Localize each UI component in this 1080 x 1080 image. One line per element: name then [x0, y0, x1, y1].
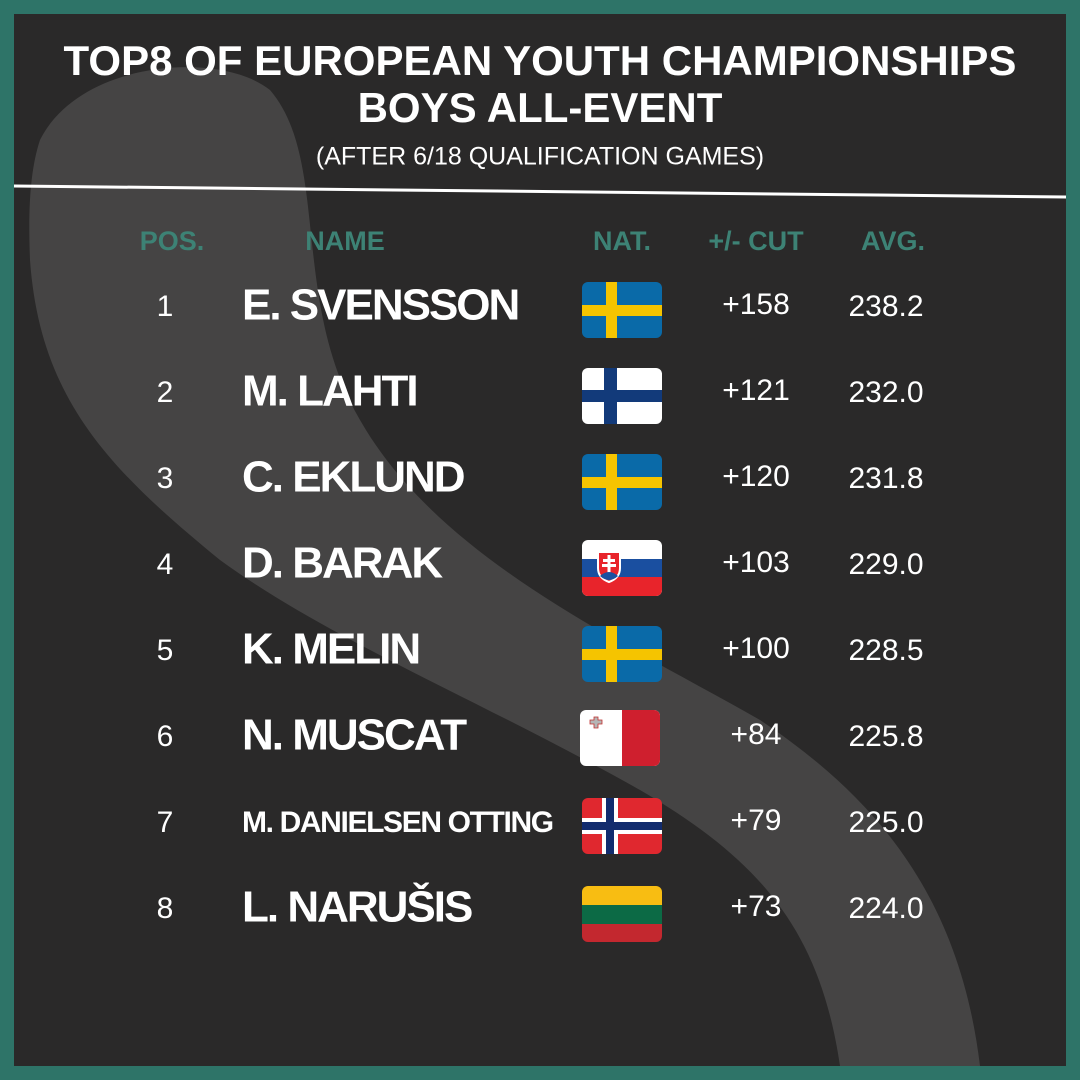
cut-difference: +103 — [722, 546, 790, 579]
position: 2 — [157, 376, 174, 409]
flag — [582, 626, 662, 682]
average: 225.0 — [848, 806, 923, 839]
subtitle: (AFTER 6/18 QUALIFICATION GAMES) — [316, 143, 764, 171]
title-line: BOYS ALL-EVENT — [358, 84, 723, 131]
column-header: NAT. — [593, 226, 651, 256]
flag — [582, 798, 662, 854]
column-header: AVG. — [861, 226, 925, 256]
cut-difference: +158 — [722, 288, 790, 321]
cut-difference: +73 — [731, 890, 782, 923]
column-header: POS. — [140, 226, 205, 256]
divider — [13, 184, 1067, 199]
player-name: M. LAHTI — [242, 367, 417, 416]
average: 232.0 — [848, 376, 923, 409]
player-name: E. SVENSSON — [242, 281, 518, 330]
flag — [582, 368, 662, 424]
player-name: M. DANIELSEN OTTING — [242, 806, 553, 839]
average: 231.8 — [848, 462, 923, 495]
flag — [582, 282, 662, 338]
flag — [580, 710, 662, 770]
average: 225.8 — [848, 720, 923, 753]
flag — [582, 540, 662, 596]
player-name: L. NARUŠIS — [242, 881, 472, 932]
cut-difference: +100 — [722, 632, 790, 665]
flag — [582, 886, 662, 942]
position: 4 — [157, 548, 174, 581]
position: 6 — [157, 720, 174, 753]
decorative-swoosh — [29, 67, 981, 1067]
title-line: TOP8 OF EUROPEAN YOUTH CHAMPIONSHIPS — [64, 37, 1017, 84]
position: 8 — [157, 892, 174, 925]
average: 229.0 — [848, 548, 923, 581]
position: 1 — [157, 290, 174, 323]
player-name: D. BARAK — [242, 539, 443, 588]
column-header: +/- CUT — [708, 226, 804, 256]
average: 228.5 — [848, 634, 923, 667]
player-name: N. MUSCAT — [242, 711, 467, 760]
position: 7 — [157, 806, 174, 839]
position: 5 — [157, 634, 174, 667]
cut-difference: +121 — [722, 374, 790, 407]
position: 3 — [157, 462, 174, 495]
average: 238.2 — [848, 290, 923, 323]
average: 224.0 — [848, 892, 923, 925]
column-header: NAME — [305, 226, 385, 256]
cut-difference: +120 — [722, 460, 790, 493]
player-name: K. MELIN — [242, 625, 419, 674]
player-name: C. EKLUND — [242, 453, 464, 502]
cut-difference: +84 — [731, 718, 782, 751]
flag — [582, 454, 662, 510]
cut-difference: +79 — [731, 804, 782, 837]
